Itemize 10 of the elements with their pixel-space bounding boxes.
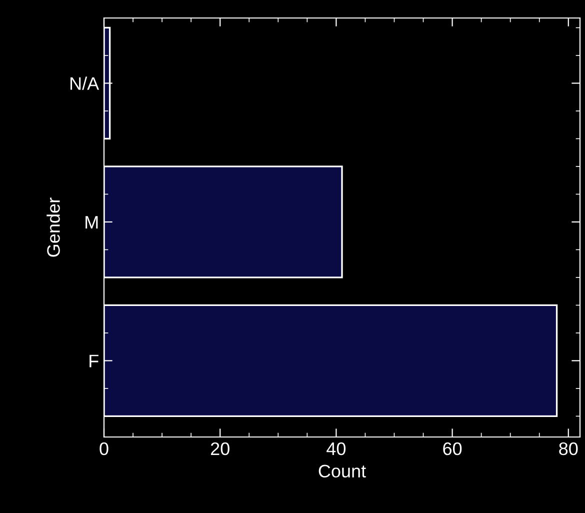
y-tick-label: F <box>90 354 98 368</box>
y-tick-label: M <box>86 216 98 228</box>
x-tick-label: 80 <box>559 442 578 456</box>
x-tick-label: 60 <box>443 442 462 456</box>
y-tick-label: N/A <box>70 76 100 90</box>
x-tick-label: 0 <box>100 442 108 456</box>
y-axis-title: Gender <box>46 198 60 257</box>
x-tick-label: 20 <box>210 442 230 456</box>
x-tick-label: 40 <box>326 442 346 456</box>
x-axis-title: Count <box>318 464 366 478</box>
